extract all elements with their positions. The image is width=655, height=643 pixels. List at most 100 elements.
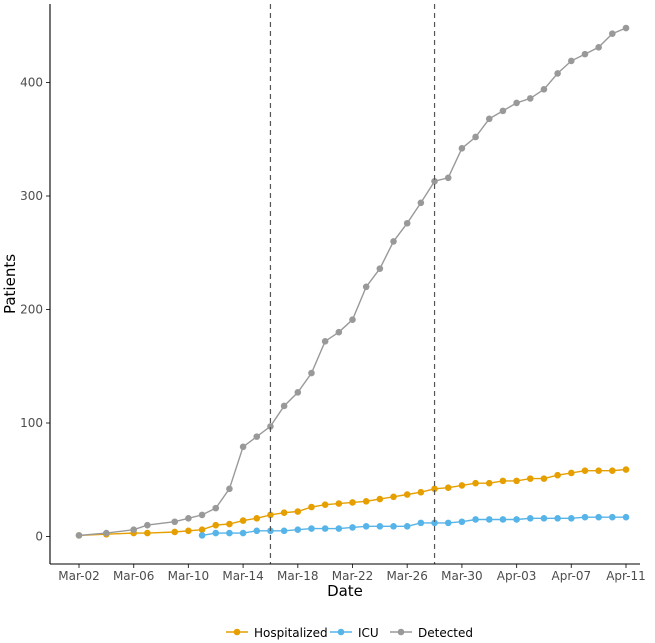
- data-point-hospitalized: [267, 511, 274, 519]
- data-point-detected: [144, 521, 151, 529]
- y-tick-label: 200: [20, 303, 43, 317]
- data-point-icu: [253, 527, 261, 535]
- data-point-icu: [417, 519, 425, 527]
- data-point-detected: [444, 174, 452, 182]
- data-point-detected: [540, 86, 548, 93]
- data-point-icu: [198, 532, 206, 539]
- data-point-detected: [431, 177, 438, 185]
- x-tick-label: Mar-14: [222, 569, 263, 583]
- series-line-icu: [201, 516, 626, 537]
- data-point-detected: [554, 70, 561, 77]
- data-point-hospitalized: [417, 488, 425, 496]
- x-tick-label: Mar-10: [168, 569, 209, 583]
- data-point-icu: [458, 518, 466, 526]
- data-point-detected: [171, 518, 179, 526]
- data-point-hospitalized: [144, 529, 151, 537]
- data-point-detected: [75, 532, 83, 539]
- data-point-detected: [321, 337, 329, 345]
- data-point-icu: [581, 513, 589, 521]
- data-point-icu: [294, 526, 302, 533]
- x-tick-label: Mar-18: [277, 569, 318, 583]
- data-point-detected: [376, 265, 384, 272]
- y-axis-title: Patients: [1, 254, 19, 314]
- data-point-icu: [568, 515, 575, 522]
- data-point-detected: [294, 389, 302, 396]
- series-detected: [75, 24, 630, 539]
- data-point-detected: [349, 316, 356, 324]
- data-point-detected: [308, 369, 315, 377]
- data-point-hospitalized: [335, 500, 343, 507]
- data-point-detected: [198, 511, 206, 519]
- data-point-detected: [280, 402, 288, 410]
- data-point-detected: [212, 504, 220, 512]
- data-point-hospitalized: [308, 503, 315, 511]
- legend: Hospitalized ICU Detected: [226, 626, 473, 640]
- data-point-detected: [622, 24, 630, 32]
- data-point-icu: [308, 525, 315, 532]
- data-point-detected: [226, 485, 233, 493]
- legend-marker: [337, 628, 345, 636]
- x-tick-label: Mar-26: [386, 569, 427, 583]
- data-point-icu: [362, 522, 370, 530]
- legend-label: Hospitalized: [254, 626, 328, 640]
- data-point-detected: [526, 95, 534, 102]
- data-point-hospitalized: [595, 467, 602, 474]
- legend-label: Detected: [418, 626, 473, 640]
- data-point-icu: [280, 527, 288, 535]
- data-point-icu: [212, 529, 220, 537]
- series-icu: [198, 513, 630, 539]
- data-point-detected: [267, 423, 274, 430]
- data-point-icu: [485, 516, 493, 523]
- data-point-icu: [376, 522, 384, 530]
- data-point-hospitalized: [403, 491, 411, 498]
- data-point-detected: [499, 107, 507, 115]
- data-point-detected: [103, 529, 110, 537]
- data-point-icu: [239, 529, 247, 537]
- data-point-hospitalized: [431, 485, 438, 493]
- data-point-hospitalized: [444, 484, 452, 491]
- data-point-detected: [513, 99, 520, 107]
- data-point-hospitalized: [472, 479, 479, 487]
- x-tick-label: Apr-03: [497, 569, 537, 583]
- data-point-icu: [540, 515, 548, 522]
- data-point-icu: [526, 515, 534, 522]
- data-point-detected: [581, 50, 589, 58]
- data-point-detected: [485, 115, 493, 123]
- data-point-hospitalized: [321, 501, 329, 509]
- legend-item-detected: Detected: [390, 626, 473, 640]
- data-point-hospitalized: [185, 527, 192, 535]
- data-point-hospitalized: [239, 517, 247, 524]
- data-point-hospitalized: [581, 467, 589, 474]
- data-point-hospitalized: [390, 493, 397, 501]
- x-tick-label: Mar-06: [113, 569, 154, 583]
- data-point-icu: [226, 529, 233, 537]
- legend-marker: [397, 628, 405, 636]
- x-axis-title: Date: [327, 582, 363, 600]
- legend-marker: [233, 628, 241, 636]
- data-point-hospitalized: [349, 499, 356, 506]
- data-point-icu: [554, 515, 561, 522]
- data-point-icu: [444, 519, 452, 527]
- data-point-hospitalized: [226, 520, 233, 528]
- data-point-detected: [335, 328, 343, 336]
- x-axis-ticks: Mar-02 Mar-06 Mar-10 Mar-14 Mar-18 Mar-22 Mar-…: [58, 564, 646, 583]
- data-point-icu: [431, 519, 438, 527]
- data-point-detected: [362, 283, 370, 291]
- data-point-icu: [403, 522, 411, 530]
- data-point-hospitalized: [622, 466, 630, 473]
- data-point-hospitalized: [458, 482, 466, 489]
- data-point-detected: [568, 57, 575, 65]
- data-point-hospitalized: [609, 467, 616, 474]
- data-point-detected: [403, 219, 411, 227]
- data-point-hospitalized: [253, 515, 261, 522]
- y-tick-label: 300: [20, 189, 43, 203]
- legend-item-hospitalized: Hospitalized: [226, 626, 328, 640]
- x-tick-label: Mar-02: [58, 569, 99, 583]
- data-point-hospitalized: [362, 498, 370, 505]
- data-point-hospitalized: [280, 509, 288, 516]
- y-tick-label: 100: [20, 416, 43, 430]
- data-point-hospitalized: [499, 477, 507, 485]
- data-point-detected: [253, 433, 261, 440]
- data-point-hospitalized: [376, 495, 384, 503]
- data-point-detected: [595, 44, 602, 51]
